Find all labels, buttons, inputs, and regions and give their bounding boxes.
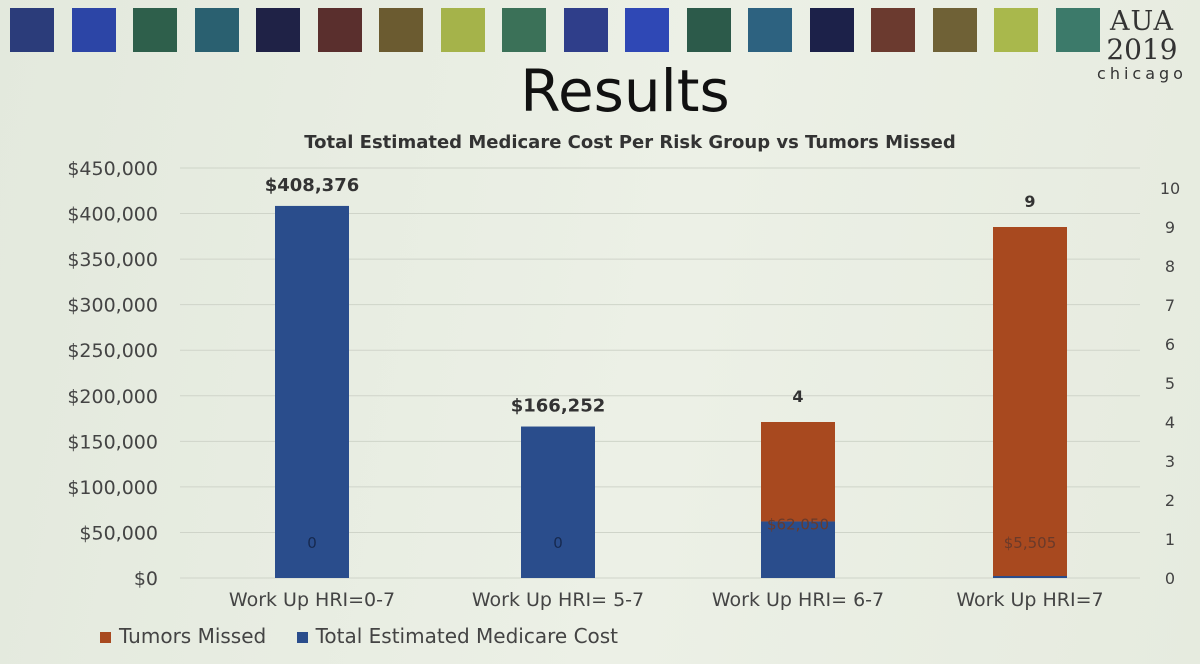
decor-square <box>133 8 177 52</box>
y-right-tick-label: 9 <box>1165 218 1175 237</box>
y-left-tick-label: $50,000 <box>79 522 158 544</box>
y-right-tick-label: 5 <box>1165 374 1175 393</box>
y-right-tick-label: 10 <box>1160 179 1180 198</box>
decor-square <box>563 8 608 52</box>
decor-square <box>625 8 669 52</box>
y-left-tick-label: $450,000 <box>67 158 158 180</box>
y-left-tick-label: $200,000 <box>67 386 158 408</box>
cost-data-label: $5,505 <box>1004 534 1057 552</box>
tumors-data-label: 0 <box>307 534 317 552</box>
slide-title: Results <box>520 57 730 125</box>
legend-label-tumors: Tumors Missed <box>119 624 267 648</box>
y-left-tick-label: $100,000 <box>67 477 158 499</box>
legend-item-medicare-cost: Total Estimated Medicare Cost <box>296 624 619 648</box>
decor-square <box>1055 8 1100 52</box>
decor-square <box>317 8 362 52</box>
tumors-data-label: 9 <box>1024 192 1035 211</box>
decor-square <box>748 8 792 52</box>
decor-square <box>932 8 977 52</box>
cost-data-label: $62,050 <box>767 515 829 533</box>
y-left-tick-label: $250,000 <box>67 340 158 362</box>
decor-square <box>686 8 731 52</box>
cost-bar <box>761 521 835 578</box>
decor-square <box>809 8 854 52</box>
tumors-bar <box>993 227 1067 576</box>
decor-square <box>502 8 546 52</box>
logo-line2: 2019 <box>1106 33 1178 66</box>
decor-square <box>71 8 116 52</box>
y-left-tick-label: $150,000 <box>67 431 158 453</box>
y-right-tick-label: 1 <box>1165 530 1175 549</box>
cost-bar <box>275 205 349 579</box>
y-right-tick-label: 8 <box>1165 257 1175 276</box>
y-right-tick-label: 2 <box>1165 491 1175 510</box>
decor-square <box>194 8 239 52</box>
legend-swatch-tumors <box>100 632 111 643</box>
y-right-tick-label: 3 <box>1165 452 1175 471</box>
decor-square <box>440 8 485 52</box>
x-category-label: Work Up HRI= 5-7 <box>472 589 644 611</box>
logo-line3: chicago <box>1097 64 1187 83</box>
x-category-label: Work Up HRI=0-7 <box>229 589 395 611</box>
cost-data-label: $408,376 <box>265 175 360 196</box>
tumors-data-label: 4 <box>792 387 803 406</box>
decor-square <box>256 8 300 52</box>
y-left-tick-label: $300,000 <box>67 295 158 317</box>
legend: Tumors Missed Total Estimated Medicare C… <box>100 624 642 648</box>
y-right-tick-label: 4 <box>1165 413 1175 432</box>
cost-bar <box>521 426 595 578</box>
legend-swatch-cost <box>296 632 308 643</box>
y-right-tick-label: 0 <box>1165 569 1175 588</box>
decor-square <box>379 8 423 52</box>
y-right-tick-label: 7 <box>1165 296 1175 315</box>
y-left-tick-label: $400,000 <box>67 204 158 226</box>
legend-label-cost: Total Estimated Medicare Cost <box>315 624 619 648</box>
y-right-tick-label: 6 <box>1165 335 1175 354</box>
x-category-label: Work Up HRI=7 <box>956 589 1103 611</box>
y-left-tick-label: $0 <box>134 568 158 590</box>
decor-square <box>994 8 1038 52</box>
decor-square <box>10 8 54 52</box>
decor-square <box>871 8 915 52</box>
logo-line1: AUA <box>1110 6 1174 37</box>
y-left-tick-label: $350,000 <box>67 249 158 271</box>
tumors-bar <box>761 422 835 522</box>
chart-title: Total Estimated Medicare Cost Per Risk G… <box>304 132 956 153</box>
legend-item-tumors-missed: Tumors Missed <box>100 624 266 648</box>
x-category-label: Work Up HRI= 6-7 <box>712 589 884 611</box>
aua-logo: AUA 2019 chicago <box>1092 8 1192 84</box>
tumors-data-label: 0 <box>553 534 563 552</box>
cost-data-label: $166,252 <box>511 396 606 417</box>
